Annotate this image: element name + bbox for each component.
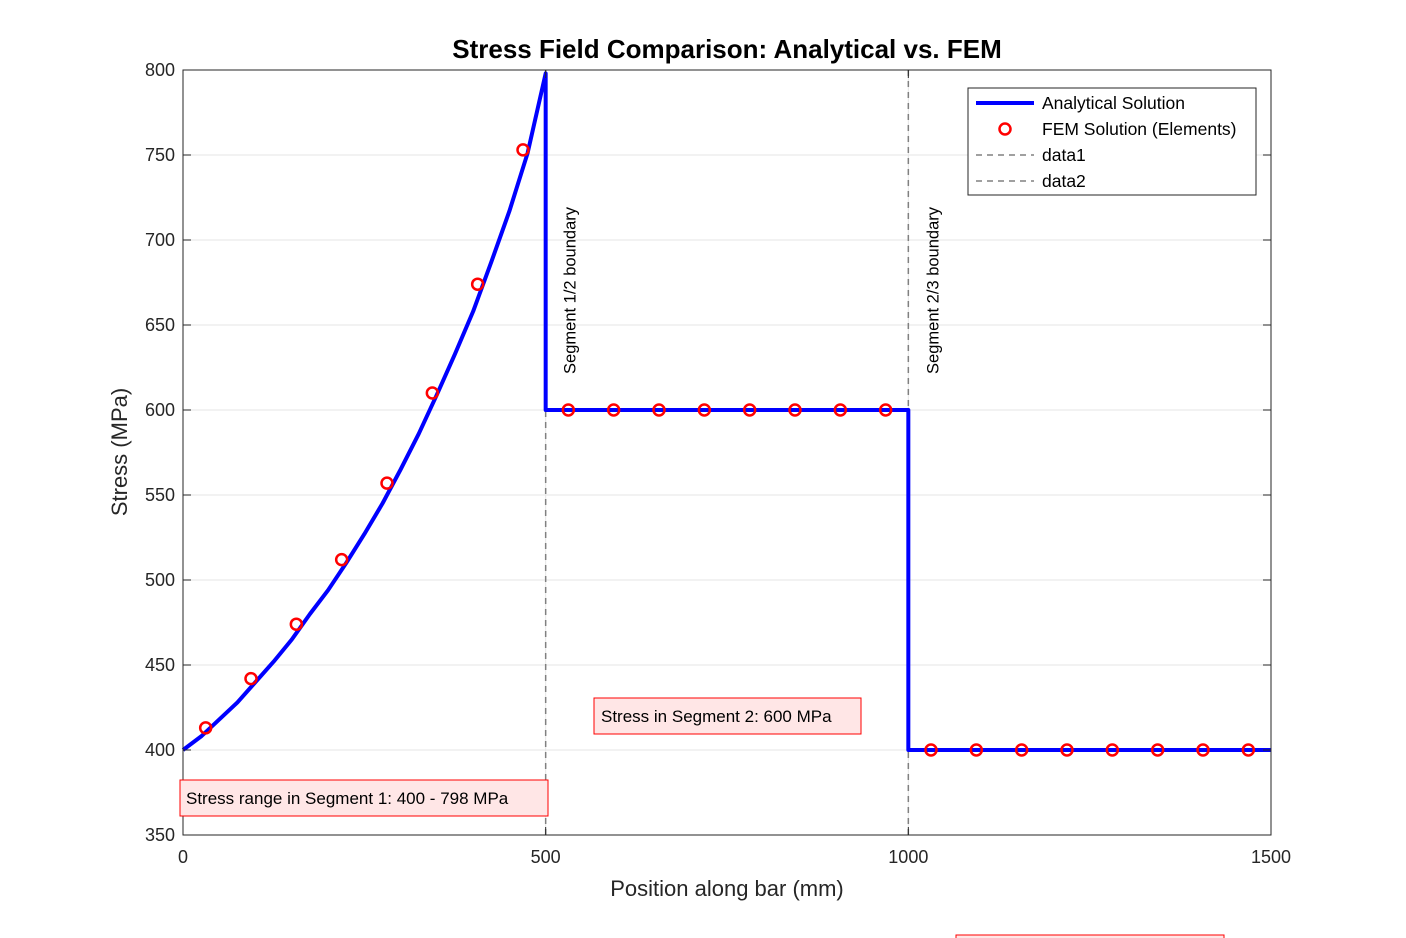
annotations: Stress range in Segment 1: 400 - 798 MPa… bbox=[179, 697, 1225, 938]
x-tick-label: 0 bbox=[178, 847, 188, 867]
legend-swatch-fem bbox=[998, 122, 1012, 136]
legend: Analytical Solution FEM Solution (Elemen… bbox=[967, 87, 1257, 196]
fem-point bbox=[289, 617, 304, 631]
fem-point bbox=[1150, 743, 1165, 757]
fem-point bbox=[969, 743, 984, 757]
x-tick-label: 1000 bbox=[888, 847, 928, 867]
y-tick-label: 500 bbox=[145, 570, 175, 590]
axes-frame bbox=[182, 69, 1272, 836]
fem-point bbox=[561, 403, 576, 417]
fem-point bbox=[833, 403, 848, 417]
annotation-segment-1: Stress range in Segment 1: 400 - 798 MPa bbox=[179, 779, 549, 817]
y-tick-label: 700 bbox=[145, 230, 175, 250]
x-axis-label: Position along bar (mm) bbox=[610, 876, 844, 901]
y-tick-label: 450 bbox=[145, 655, 175, 675]
y-tick-label: 550 bbox=[145, 485, 175, 505]
y-tick-label: 650 bbox=[145, 315, 175, 335]
annotation-segment-2-text: Stress in Segment 2: 600 MPa bbox=[601, 707, 832, 726]
fem-point bbox=[516, 143, 530, 157]
legend-label-analytical: Analytical Solution bbox=[1042, 93, 1185, 113]
annotation-segment-2: Stress in Segment 2: 600 MPa bbox=[593, 697, 862, 735]
fem-point bbox=[198, 721, 213, 735]
fem-point bbox=[334, 552, 349, 567]
fem-point bbox=[1196, 743, 1210, 757]
boundary-label: Segment 1/2 boundary bbox=[562, 206, 580, 374]
y-axis-label: Stress (MPa) bbox=[107, 388, 132, 516]
fem-point bbox=[742, 403, 757, 417]
legend-label-fem: FEM Solution (Elements) bbox=[1042, 119, 1237, 139]
annotation-segment-1-text: Stress range in Segment 1: 400 - 798 MPa bbox=[186, 789, 509, 808]
fem-point bbox=[470, 277, 485, 291]
boundary-labels: Segment 1/2 boundary Segment 2/3 boundary bbox=[562, 206, 943, 374]
y-tick-label: 600 bbox=[145, 400, 175, 420]
y-tick-label: 350 bbox=[145, 825, 175, 845]
x-tick-label: 500 bbox=[531, 847, 561, 867]
legend-label-data2: data2 bbox=[1042, 171, 1086, 191]
annotation-segment-3 bbox=[955, 934, 1225, 938]
chart-title: Stress Field Comparison: Analytical vs. … bbox=[452, 34, 1002, 64]
y-tick-label: 750 bbox=[145, 145, 175, 165]
x-tick-label: 1500 bbox=[1251, 847, 1291, 867]
boundary-label: Segment 2/3 boundary bbox=[924, 206, 942, 374]
axis-ticks: 350 400 450 500 550 600 650 700 750 800 0 500 1000 15… bbox=[145, 60, 1291, 867]
fem-point bbox=[1105, 743, 1120, 757]
fem-point bbox=[878, 403, 893, 417]
fem-point bbox=[425, 386, 440, 400]
fem-point bbox=[697, 403, 712, 417]
fem-point bbox=[380, 476, 394, 490]
fem-point bbox=[1241, 743, 1256, 757]
fem-point bbox=[924, 743, 938, 757]
fem-point bbox=[606, 403, 621, 417]
fem-point bbox=[652, 403, 666, 417]
fem-point bbox=[788, 403, 802, 417]
fem-point bbox=[1014, 743, 1029, 757]
y-tick-label: 800 bbox=[145, 60, 175, 80]
fem-point bbox=[244, 671, 258, 686]
legend-label-data1: data1 bbox=[1042, 145, 1086, 165]
y-tick-label: 400 bbox=[145, 740, 175, 760]
fem-point bbox=[1060, 743, 1074, 757]
